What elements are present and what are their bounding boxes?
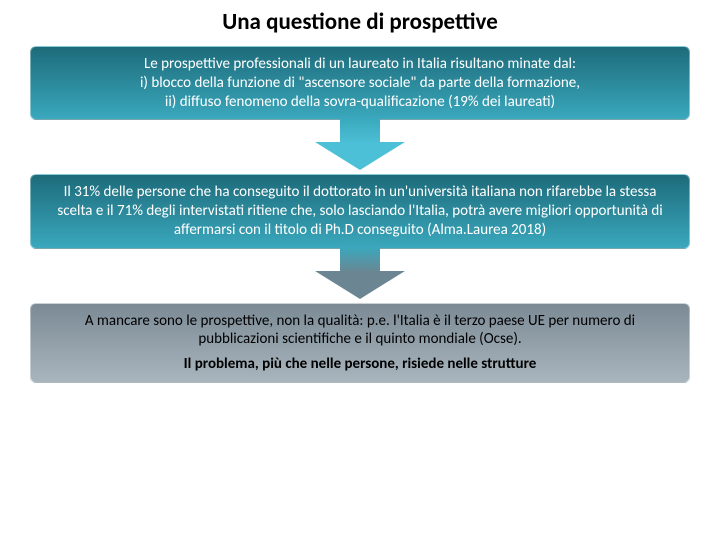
slide-container: Una questione di prospettive Le prospett… <box>0 0 720 540</box>
arrow-2-wrap <box>315 247 405 299</box>
arrow-1-wrap <box>315 118 405 170</box>
arrow-down-icon <box>315 118 405 170</box>
block-3-line2: Il problema, più che nelle persone, risi… <box>47 355 673 374</box>
arrow-down-icon <box>315 247 405 299</box>
block-3: A mancare sono le prospettive, non la qu… <box>30 303 690 383</box>
block-2: Il 31% delle persone che ha conseguito i… <box>30 174 690 248</box>
block-3-line1: A mancare sono le prospettive, non la qu… <box>47 312 673 350</box>
block-1-line2: i) blocco della funzione di "ascensore s… <box>47 74 673 93</box>
slide-title: Una questione di prospettive <box>222 8 498 36</box>
block-2-text: Il 31% delle persone che ha conseguito i… <box>47 183 673 239</box>
block-1-line3: ii) diffuso fenomeno della sovra-qualifi… <box>47 93 673 112</box>
block-1: Le prospettive professionali di un laure… <box>30 46 690 120</box>
block-1-line1: Le prospettive professionali di un laure… <box>47 55 673 74</box>
